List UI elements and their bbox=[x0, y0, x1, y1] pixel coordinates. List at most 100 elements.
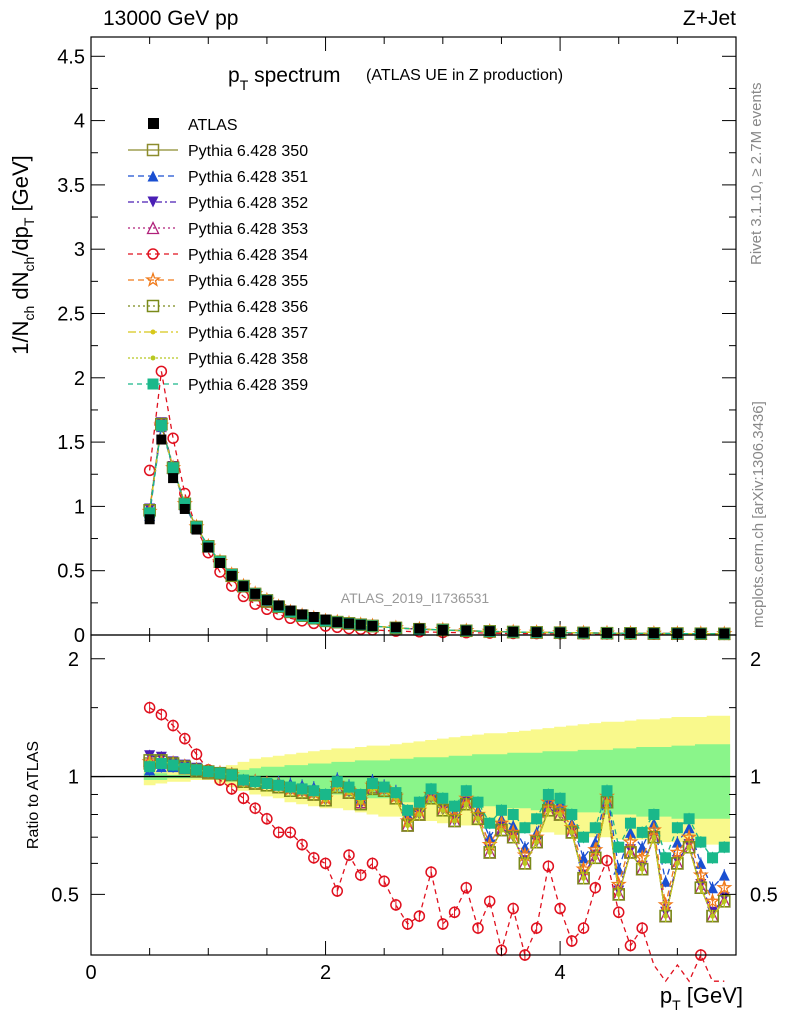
legend-marker bbox=[146, 299, 160, 313]
main-ytick-label: 3 bbox=[74, 239, 85, 261]
ratio-series-point bbox=[683, 822, 695, 834]
ratio-series-point bbox=[648, 808, 660, 820]
ratio-series-point bbox=[249, 802, 261, 814]
ratio-series-point bbox=[413, 910, 426, 922]
ratio-series-point bbox=[554, 902, 566, 915]
ratio-series-point bbox=[355, 788, 367, 800]
ratio-series-point bbox=[569, 829, 575, 835]
main-ylabel-a: 1/N bbox=[8, 321, 33, 355]
main-series-point bbox=[155, 365, 168, 378]
ratio-series-point bbox=[557, 811, 563, 817]
ratio-ylabel: Ratio to ATLAS bbox=[25, 741, 42, 849]
ratio-series-point bbox=[437, 792, 449, 804]
main-data-point bbox=[625, 628, 636, 639]
main-data-point bbox=[144, 514, 155, 525]
main-data-point bbox=[719, 628, 730, 639]
main-ytick-label: 3.5 bbox=[57, 175, 85, 197]
ratio-series-point bbox=[320, 788, 332, 800]
ratio-series-point bbox=[225, 783, 238, 795]
main-data-point bbox=[648, 628, 659, 639]
legend-marker bbox=[147, 248, 159, 260]
main-series-350 bbox=[143, 417, 731, 641]
legend-marker bbox=[147, 378, 159, 390]
ratio-ytick-label-right: 1 bbox=[750, 767, 761, 789]
ratio-series-point bbox=[510, 834, 516, 840]
ratio-series-point bbox=[167, 719, 179, 732]
ratio-series-point bbox=[190, 748, 203, 761]
ratio-series-point bbox=[237, 774, 249, 786]
legend-entry: ATLAS bbox=[148, 117, 238, 134]
ratio-series-point bbox=[636, 826, 648, 838]
ratio-series-point bbox=[390, 899, 402, 911]
main-ytick-label: 4.5 bbox=[57, 46, 85, 68]
main-series-point bbox=[155, 419, 167, 431]
ratio-series-point bbox=[721, 898, 727, 904]
ratio-series-point bbox=[143, 701, 156, 714]
ratio-ytick-label-right: 0.5 bbox=[750, 884, 778, 906]
legend-marker bbox=[148, 118, 159, 129]
ratio-series-point bbox=[622, 833, 639, 850]
ratio-series-point bbox=[460, 881, 473, 894]
ratio-band-inner bbox=[143, 744, 731, 819]
main-data-point bbox=[203, 542, 214, 553]
ratio-series-line bbox=[149, 766, 725, 889]
ratio-series-point bbox=[319, 857, 332, 870]
ratio-series-point bbox=[686, 844, 692, 850]
main-data-point bbox=[531, 627, 542, 638]
main-data-point bbox=[555, 627, 566, 638]
x-axis-title-p: p bbox=[660, 983, 672, 1008]
ratio-series-point bbox=[144, 761, 156, 773]
main-ylabel-d: [GeV] bbox=[8, 155, 33, 217]
ratio-series-point bbox=[272, 826, 285, 839]
ratio-frame bbox=[90, 634, 737, 956]
legend-label: Pythia 6.428 358 bbox=[188, 351, 308, 368]
ratio-series-point bbox=[331, 885, 344, 897]
main-data-point bbox=[238, 581, 249, 592]
legend-label: Pythia 6.428 355 bbox=[188, 273, 308, 290]
main-series-352 bbox=[144, 417, 730, 640]
ratio-series-point bbox=[534, 839, 540, 845]
main-data-point bbox=[461, 625, 472, 636]
ratio-series-point bbox=[343, 849, 355, 861]
main-ytick-label: 4 bbox=[74, 111, 85, 133]
main-data-point bbox=[156, 434, 167, 445]
ratio-series-point bbox=[437, 918, 449, 930]
chart-title-p: p bbox=[228, 64, 240, 87]
ratio-series-line bbox=[149, 707, 725, 983]
ratio-series-point bbox=[308, 852, 320, 864]
ratio-series-point bbox=[428, 795, 434, 801]
main-ytick-label: 2.5 bbox=[57, 303, 85, 325]
x-tick-label: 0 bbox=[85, 962, 96, 984]
ratio-series-point bbox=[390, 787, 402, 799]
ratio-series-point bbox=[681, 828, 698, 844]
ratio-series-point bbox=[545, 807, 551, 813]
ratio-ytick-label: 2 bbox=[68, 649, 79, 671]
ratio-series-354 bbox=[143, 701, 725, 983]
ratio-series-point bbox=[452, 818, 458, 824]
ratio-series-point bbox=[343, 781, 355, 793]
ratio-series-point bbox=[651, 834, 657, 840]
ratio-series-line bbox=[149, 761, 725, 918]
legend: ATLAS Pythia 6.428 350 Pythia 6.428 351 Pyt… bbox=[128, 117, 308, 394]
beam-label: 13000 GeV pp bbox=[103, 7, 238, 30]
legend-entry: Pythia 6.428 351 bbox=[128, 169, 308, 186]
ratio-series-point bbox=[601, 785, 613, 797]
ratio-series-point bbox=[460, 785, 472, 797]
main-series-point bbox=[167, 432, 179, 444]
legend-entry: Pythia 6.428 350 bbox=[128, 143, 308, 160]
main-series-point bbox=[144, 507, 156, 519]
ratio-series-point bbox=[475, 816, 481, 822]
legend-marker bbox=[146, 143, 160, 157]
ratio-series-point bbox=[707, 852, 719, 864]
ratio-series-point bbox=[378, 781, 390, 793]
ratio-series-point bbox=[624, 826, 636, 838]
ratio-series-point bbox=[416, 811, 422, 817]
ratio-series-point bbox=[425, 866, 437, 878]
main-ytick-label: 1.5 bbox=[57, 432, 85, 454]
legend-entry: Pythia 6.428 357 bbox=[128, 325, 308, 342]
main-series-point bbox=[167, 462, 179, 474]
ratio-series-point bbox=[671, 822, 683, 834]
legend-marker bbox=[150, 355, 156, 361]
ratio-series-point bbox=[612, 906, 625, 919]
ratio-series-point bbox=[179, 762, 191, 774]
